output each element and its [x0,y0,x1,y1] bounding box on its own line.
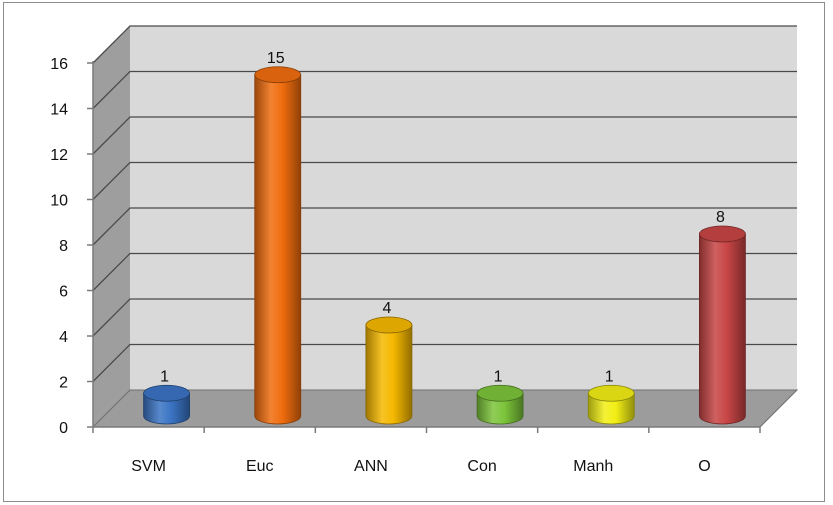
chart-floor [91,389,799,428]
bar-o [699,225,746,425]
bar-manh [587,384,635,425]
bar-top [699,225,746,243]
chart-walls [93,26,797,427]
x-tick-label: Euc [246,458,274,475]
bar-body [587,392,635,425]
y-tick-label: 10 [50,193,68,210]
bar-top [365,316,413,334]
bar-euc [254,66,302,425]
y-tick-label: 0 [59,420,68,437]
bar-body [365,324,413,425]
x-tick-label: SVM [131,458,166,475]
bar-svm [143,384,190,425]
bar-top [143,384,190,402]
gridlines [92,25,797,382]
y-tick-label: 16 [50,56,68,73]
bar-top [587,384,635,402]
y-tick-label: 6 [59,284,68,301]
x-tick-label: ANN [354,458,388,475]
bar-top [254,66,302,84]
gridline [92,343,797,382]
y-tick-label: 2 [59,375,68,392]
gridline [92,252,797,291]
gridline [92,116,797,155]
bar-top [476,384,524,402]
data-label: 4 [382,300,391,317]
gridline [92,298,797,337]
x-tick-label: O [698,458,710,475]
gridline [92,161,797,200]
gridline [92,25,797,64]
bar-body [143,392,190,425]
bar-con [476,384,524,425]
bars [143,66,746,425]
data-label: 1 [605,368,614,385]
bar-ann [365,316,413,425]
data-label: 15 [267,50,285,67]
x-tick-label: Manh [573,458,613,475]
labels: 0 2 4 6 8 10 12 14 16 1 SVM 15 Euc 4 ANN 1 Con 1 Manh 8 O [50,50,725,475]
data-label: 1 [160,368,169,385]
bar-body [699,233,746,425]
bar-body [476,392,524,425]
y-tick-label: 12 [50,147,68,164]
data-label: 1 [494,368,503,385]
axes [87,61,761,433]
y-tick-label: 14 [50,102,68,119]
gridline [92,207,797,246]
floor [93,390,797,427]
y-tick-label: 4 [59,329,68,346]
x-tick-label: Con [467,458,496,475]
bar-body [254,74,302,425]
gridline [92,70,797,109]
y-tick-label: 8 [59,238,68,255]
data-label: 8 [716,209,725,226]
